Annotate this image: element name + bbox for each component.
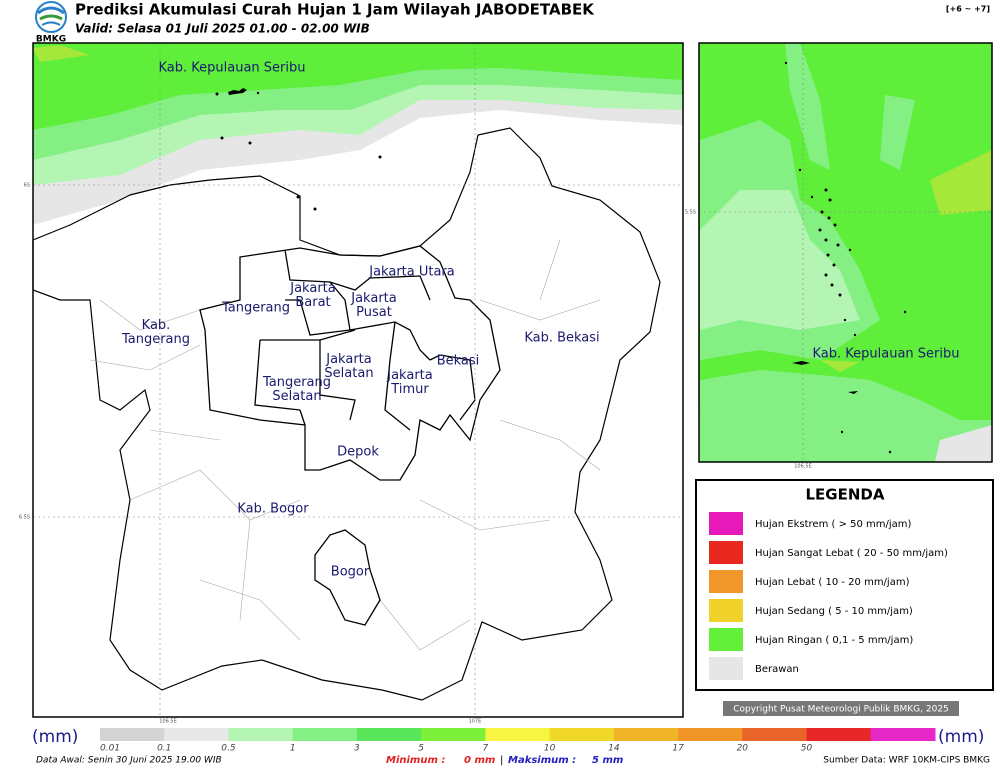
legend-title: LEGENDA	[806, 486, 885, 504]
colorbar-label: 14	[608, 744, 620, 754]
colorbar-label: 0.1	[157, 744, 171, 754]
colorbar-label: 0.01	[100, 744, 120, 754]
region-label: Jakarta Timur	[386, 368, 432, 397]
colorbar-label: 5	[418, 744, 424, 754]
colorbar-segment	[100, 728, 165, 741]
legend-items: Hujan Ekstrem ( > 50 mm/jam) Hujan Sangat…	[709, 512, 948, 680]
lon-label: 106.5E	[159, 719, 176, 725]
region-label: Kab. Bekasi	[524, 331, 599, 346]
legend-swatch	[709, 628, 743, 651]
legend-label: Hujan Sedang ( 5 - 10 mm/jam)	[755, 606, 913, 617]
region-label: Tangerang Selatan	[262, 375, 331, 404]
colorbar-label: 3	[354, 744, 360, 754]
legend-label: Berawan	[755, 664, 799, 675]
colorbar-label: 50	[801, 744, 813, 754]
logo	[35, 1, 67, 33]
region-label: Kab. Tangerang	[121, 318, 190, 347]
region-label: Depok	[337, 445, 379, 460]
region-label: Jakarta Barat	[289, 281, 335, 310]
colorbar-segment	[164, 728, 229, 741]
colorbar-segment	[485, 728, 551, 741]
colorbar-label: 0.5	[221, 744, 236, 754]
legend-box	[695, 479, 994, 691]
legend-swatch	[709, 541, 743, 564]
legend-swatch	[709, 570, 743, 593]
legend-label: Hujan Ringan ( 0,1 - 5 mm/jam)	[755, 635, 913, 646]
main-map	[32, 42, 684, 718]
region-label: Bogor	[331, 565, 370, 580]
lon-label: 106.5E	[794, 464, 811, 470]
colorbar-segment	[421, 728, 486, 741]
region-label: Tangerang	[221, 301, 290, 316]
logo-text: BMKG	[36, 35, 66, 45]
separator: |	[500, 755, 503, 766]
colorbar-label: 17	[672, 744, 684, 754]
inset-map	[698, 42, 993, 463]
colorbar-label: 7	[483, 744, 489, 754]
copyright-box	[723, 701, 959, 716]
colorbar-segment	[292, 728, 358, 741]
legend-label: Hujan Ekstrem ( > 50 mm/jam)	[755, 519, 912, 530]
colorbar: 0.01 0.1 0.5 1 3 5 7 10 14 17 20 50	[100, 728, 936, 754]
data-awal: Data Awal: Senin 30 Juni 2025 19.00 WIB	[36, 756, 222, 766]
region-label: Jakarta Selatan	[324, 352, 373, 381]
colorbar-label: 10	[544, 744, 556, 754]
colorbar-segment	[613, 728, 679, 741]
copyright: Copyright Pusat Meteorologi Publik BMKG,…	[733, 705, 949, 715]
colorbar-unit-right: (mm)	[938, 727, 984, 747]
colorbar-label: 1	[290, 744, 296, 754]
title: Prediksi Akumulasi Curah Hujan 1 Jam Wil…	[75, 1, 595, 19]
colorbar-segment	[870, 728, 936, 741]
colorbar-label: 20	[737, 744, 749, 754]
timezone: [+6 ~ +7]	[946, 5, 990, 14]
region-label: Jakarta Pusat	[350, 291, 396, 320]
lat-label: 6S	[24, 183, 30, 189]
lat-label: 5.5S	[685, 210, 696, 216]
legend-swatch	[709, 512, 743, 535]
region-label: Bekasi	[437, 354, 480, 369]
region-label: Jakarta Utara	[368, 265, 455, 280]
min-label: Minimum :	[386, 755, 445, 766]
min-value: 0 mm	[464, 755, 495, 766]
subtitle: Valid: Selasa 01 Juli 2025 01.00 - 02.00…	[75, 22, 370, 36]
legend-swatch	[709, 657, 743, 680]
colorbar-segment	[356, 728, 422, 741]
colorbar-segment	[742, 728, 808, 741]
region-label: Kab. Bogor	[237, 502, 309, 517]
legend-swatch	[709, 599, 743, 622]
lon-label: 107E	[469, 719, 482, 725]
colorbar-segment	[549, 728, 615, 741]
region-label: Kab. Kepulauan Seribu	[159, 61, 306, 76]
max-value: 5 mm	[592, 755, 623, 766]
max-label: Maksimum :	[508, 755, 576, 766]
legend-label: Hujan Lebat ( 10 - 20 mm/jam)	[755, 577, 910, 588]
source: Sumber Data: WRF 10KM-CIPS BMKG	[823, 756, 990, 766]
colorbar-segment	[228, 728, 294, 741]
legend-label: Hujan Sangat Lebat ( 20 - 50 mm/jam)	[755, 548, 948, 559]
colorbar-unit-left: (mm)	[32, 727, 78, 747]
lat-label: 6.5S	[19, 515, 30, 521]
colorbar-segment	[806, 728, 872, 741]
region-label: Kab. Kepulauan Seribu	[813, 347, 960, 362]
colorbar-segment	[678, 728, 743, 741]
